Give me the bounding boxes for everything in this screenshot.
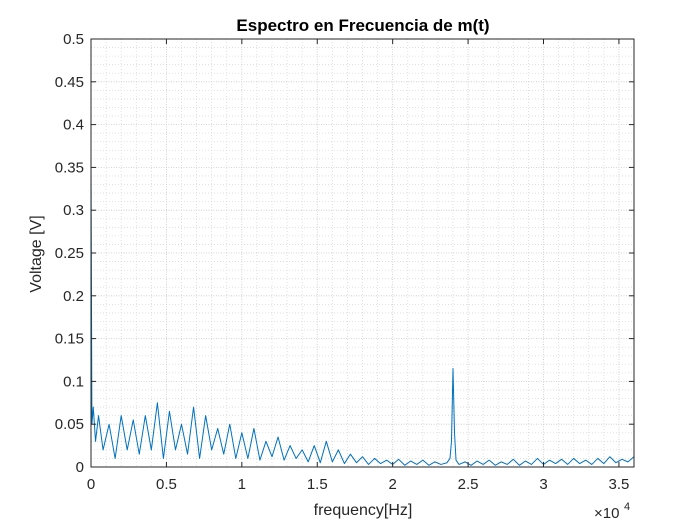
y-tick-label: 0.4	[63, 117, 84, 134]
y-tick-label: 0.35	[55, 159, 84, 176]
y-axis-ticks: 0 0.05 0.1 0.15 0.2 0.25 0.3 0.35 0.4 0.45 0.5	[55, 31, 634, 476]
y-tick-label: 0.25	[55, 245, 84, 262]
y-tick-label: 0.3	[63, 202, 84, 219]
x-tick-label: 0.5	[156, 476, 177, 493]
y-axis-label: Voltage [V]	[28, 215, 45, 292]
x-tick-label: 3	[539, 476, 547, 493]
y-tick-label: 0	[76, 459, 84, 476]
y-tick-label: 0.15	[55, 331, 84, 348]
x-tick-label: 1	[238, 476, 246, 493]
y-tick-label: 0.1	[63, 373, 84, 390]
x-axis-exponent-power: 4	[624, 501, 630, 513]
x-tick-label: 2	[388, 476, 396, 493]
x-axis-ticks: 0 0.5 1 1.5 2 2.5 3 3.5	[87, 39, 629, 493]
x-axis-exponent-base: ×10	[594, 505, 619, 522]
series-layer	[90, 158, 635, 466]
x-tick-label: 2.5	[458, 476, 479, 493]
x-tick-label: 3.5	[608, 476, 629, 493]
y-tick-label: 0.5	[63, 31, 84, 48]
minor-grid	[91, 39, 635, 467]
x-axis-label: frequency[Hz]	[314, 502, 413, 519]
y-tick-label: 0.05	[55, 416, 84, 433]
chart-title: Espectro en Frecuencia de m(t)	[236, 16, 489, 35]
y-tick-label: 0.2	[63, 288, 84, 305]
x-tick-label: 0	[87, 476, 95, 493]
x-tick-label: 1.5	[307, 476, 328, 493]
y-tick-label: 0.45	[55, 74, 84, 91]
spectrum-line	[90, 158, 635, 466]
